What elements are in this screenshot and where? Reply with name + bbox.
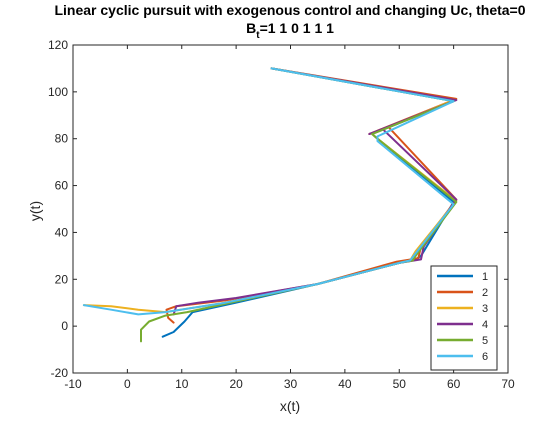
y-tick-label: 40 [55,225,69,239]
subtitle-lhs: B [246,20,256,36]
subtitle-sub: t [256,30,260,41]
legend-label-3: 3 [482,303,488,315]
x-tick-label: 30 [284,377,298,391]
legend-label-5: 5 [482,335,488,347]
x-tick-label: 50 [393,377,407,391]
subtitle-rhs: =1 1 0 1 1 1 [260,20,335,36]
legend-label-6: 6 [482,351,488,363]
legend-label-1: 1 [482,271,488,283]
x-tick-label: 70 [501,377,515,391]
legend-label-4: 4 [482,319,488,331]
y-tick-label: 20 [55,272,69,286]
series-group [82,67,458,343]
y-axis-label: y(t) [27,201,43,221]
x-tick-label: 40 [338,377,352,391]
chart-title: Linear cyclic pursuit with exogenous con… [54,2,525,18]
legend: 1 2 3 4 5 6 [430,265,498,371]
x-tick-label: -10 [64,377,82,391]
x-tick-label: 60 [447,377,461,391]
y-tick-label: 60 [55,179,69,193]
y-tick-label: 120 [48,38,68,52]
y-tick-label: -20 [51,366,69,380]
series-line-6 [82,67,455,316]
y-tick-label: 100 [48,85,68,99]
x-tick-label: 0 [124,377,131,391]
legend-box [430,265,498,371]
legend-label-2: 2 [482,287,488,299]
y-tick-label: 0 [61,319,68,333]
x-axis-label: x(t) [280,398,300,414]
series-line-4 [172,67,458,316]
chart-subtitle: Bt=1 1 0 1 1 1 [246,20,334,41]
x-tick-label: 20 [229,377,243,391]
y-tick-label: 80 [55,132,69,146]
x-tick-label: 10 [175,377,189,391]
axes-group: -10 0 10 20 30 40 50 60 70 -20 0 20 40 60 80 100 120 [48,38,515,391]
